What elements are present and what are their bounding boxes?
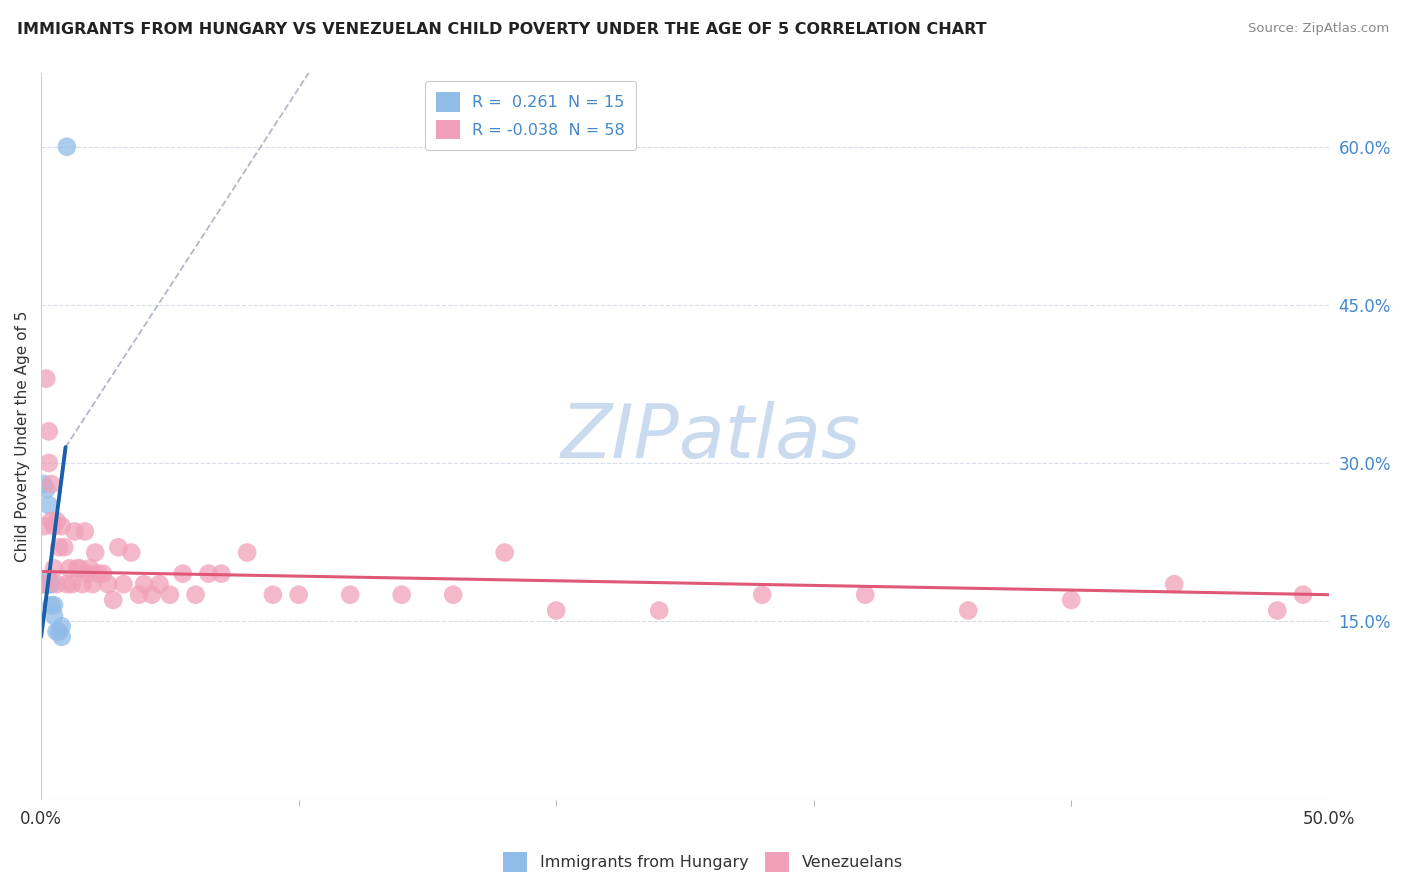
Point — [73, 524, 96, 539]
Point — [648, 603, 671, 617]
Point — [197, 566, 219, 581]
Point — [32, 577, 55, 591]
Point — [51, 630, 73, 644]
Point — [63, 524, 86, 539]
Point — [84, 545, 107, 559]
Point — [53, 541, 76, 555]
Point — [1292, 588, 1315, 602]
Point — [35, 483, 58, 497]
Point — [56, 140, 79, 154]
Point — [1265, 603, 1288, 617]
Point — [494, 545, 516, 559]
Point — [209, 566, 232, 581]
Point — [1163, 577, 1185, 591]
Point — [42, 561, 65, 575]
Point — [32, 477, 55, 491]
Text: IMMIGRANTS FROM HUNGARY VS VENEZUELAN CHILD POVERTY UNDER THE AGE OF 5 CORRELATI: IMMIGRANTS FROM HUNGARY VS VENEZUELAN CH… — [17, 22, 987, 37]
Point — [45, 624, 67, 639]
Point — [38, 456, 60, 470]
Point — [38, 498, 60, 512]
Point — [32, 519, 55, 533]
Text: ZIPatlas: ZIPatlas — [561, 401, 860, 473]
Point — [60, 577, 83, 591]
Point — [66, 561, 89, 575]
Point — [38, 577, 60, 591]
Point — [339, 588, 361, 602]
Point — [51, 519, 73, 533]
Point — [41, 477, 63, 491]
Point — [262, 588, 284, 602]
Point — [159, 588, 181, 602]
Point — [128, 588, 150, 602]
Point — [853, 588, 876, 602]
Point — [134, 577, 156, 591]
Point — [148, 577, 170, 591]
Legend: R =  0.261  N = 15, R = -0.038  N = 58: R = 0.261 N = 15, R = -0.038 N = 58 — [425, 81, 637, 150]
Point — [41, 577, 63, 591]
Point — [42, 599, 65, 613]
Point — [120, 545, 142, 559]
Point — [957, 603, 980, 617]
Point — [42, 608, 65, 623]
Point — [184, 588, 207, 602]
Point — [112, 577, 135, 591]
Point — [107, 541, 129, 555]
Legend: Immigrants from Hungary, Venezuelans: Immigrants from Hungary, Venezuelans — [495, 844, 911, 880]
Point — [41, 599, 63, 613]
Point — [546, 603, 568, 617]
Point — [32, 577, 55, 591]
Point — [103, 593, 125, 607]
Point — [76, 566, 98, 581]
Point — [72, 577, 94, 591]
Point — [391, 588, 413, 602]
Point — [287, 588, 309, 602]
Point — [41, 514, 63, 528]
Point — [79, 561, 101, 575]
Point — [91, 566, 114, 581]
Point — [236, 545, 259, 559]
Point — [38, 572, 60, 586]
Text: Source: ZipAtlas.com: Source: ZipAtlas.com — [1249, 22, 1389, 36]
Point — [751, 588, 773, 602]
Point — [1060, 593, 1083, 607]
Point — [48, 541, 70, 555]
Point — [441, 588, 464, 602]
Point — [69, 561, 91, 575]
Point — [87, 566, 110, 581]
Point — [51, 619, 73, 633]
Y-axis label: Child Poverty Under the Age of 5: Child Poverty Under the Age of 5 — [15, 311, 30, 562]
Point — [56, 577, 79, 591]
Point — [82, 577, 104, 591]
Point — [45, 577, 67, 591]
Point — [35, 371, 58, 385]
Point — [58, 561, 80, 575]
Point — [141, 588, 163, 602]
Point — [172, 566, 194, 581]
Point — [48, 624, 70, 639]
Point — [38, 425, 60, 439]
Point — [42, 519, 65, 533]
Point — [97, 577, 120, 591]
Point — [45, 514, 67, 528]
